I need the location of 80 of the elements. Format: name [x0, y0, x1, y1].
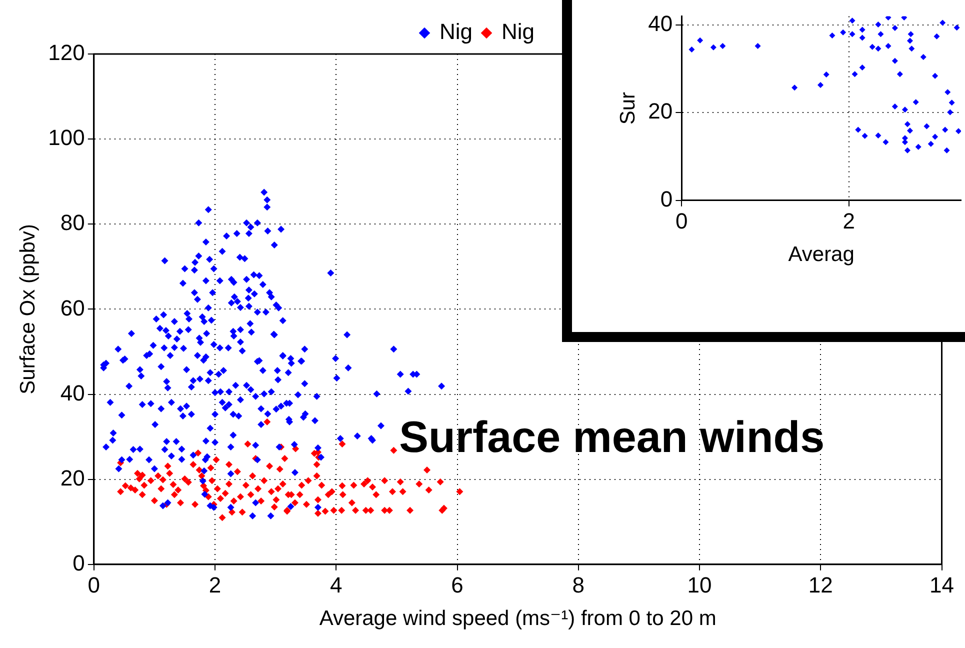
point: [829, 32, 836, 38]
point: [697, 37, 704, 44]
point: [840, 29, 846, 36]
point: [859, 64, 866, 71]
y-tick-label: 0: [72, 550, 85, 576]
x-tick-label: 2: [842, 208, 856, 234]
point: [849, 31, 856, 38]
y-tick-label: 20: [648, 98, 673, 124]
point: [924, 123, 930, 130]
point: [885, 16, 892, 21]
x-tick-label: 0: [88, 572, 100, 598]
point: [859, 26, 866, 33]
point: [849, 18, 856, 24]
point: [901, 16, 908, 21]
point: [912, 99, 919, 106]
point: [915, 144, 922, 150]
point: [688, 46, 695, 53]
point: [908, 46, 915, 52]
point: [875, 132, 882, 138]
point: [859, 34, 866, 41]
point: [896, 71, 903, 78]
x-tick-label: 14: [930, 572, 954, 598]
legend-label: Nig: [502, 19, 535, 44]
point: [792, 84, 798, 91]
annotation: Surface mean winds: [399, 413, 825, 462]
y-tick-label: 80: [60, 210, 85, 236]
point: [948, 100, 955, 106]
x-tick-label: 6: [451, 572, 464, 598]
point: [720, 43, 726, 50]
point: [944, 147, 950, 154]
point: [955, 128, 961, 134]
point: [904, 147, 910, 154]
point: [920, 54, 926, 60]
point: [944, 89, 951, 96]
point: [932, 72, 938, 79]
y-tick-label: 120: [48, 40, 85, 66]
point: [878, 31, 884, 38]
x-tick-label: 10: [687, 572, 712, 598]
point: [947, 109, 954, 116]
point: [942, 126, 948, 133]
y-axis-title: Sur: [616, 92, 640, 125]
point: [862, 132, 868, 139]
point: [904, 121, 910, 128]
point: [875, 46, 882, 52]
point: [940, 20, 946, 26]
y-tick-label: 40: [648, 11, 673, 36]
y-tick-label: 40: [60, 380, 85, 406]
y-axis-title: Surface Ox (ppbv): [16, 224, 40, 394]
point: [869, 44, 876, 50]
point: [882, 139, 889, 146]
point: [710, 44, 716, 50]
point: [852, 71, 858, 78]
point: [823, 72, 830, 78]
y-tick-label: 0: [660, 186, 673, 212]
point: [754, 43, 761, 50]
point: [892, 25, 898, 32]
point: [818, 82, 824, 88]
legend-label: Nig: [439, 19, 473, 44]
y-tick-label: 20: [60, 465, 85, 490]
point: [875, 22, 882, 28]
x-tick-label: 12: [808, 572, 833, 598]
x-tick-label: 4: [330, 572, 342, 598]
point: [892, 58, 898, 64]
point: [892, 104, 898, 110]
x-tick-label: 8: [572, 572, 585, 598]
point: [885, 43, 892, 50]
x-tick-label: 2: [208, 572, 222, 598]
point: [908, 31, 914, 38]
point: [906, 128, 913, 134]
point: [934, 33, 940, 40]
x-axis-title: Average wind speed (ms⁻¹) from 0 to 20 m: [319, 607, 716, 630]
point: [954, 24, 960, 31]
point: [902, 106, 908, 113]
point: [855, 126, 862, 133]
point: [906, 38, 913, 44]
x-axis-title: Averag: [788, 243, 854, 266]
y-tick-label: 100: [48, 125, 85, 150]
point: [932, 134, 938, 140]
y-tick-label: 60: [60, 295, 85, 320]
point: [928, 140, 934, 147]
